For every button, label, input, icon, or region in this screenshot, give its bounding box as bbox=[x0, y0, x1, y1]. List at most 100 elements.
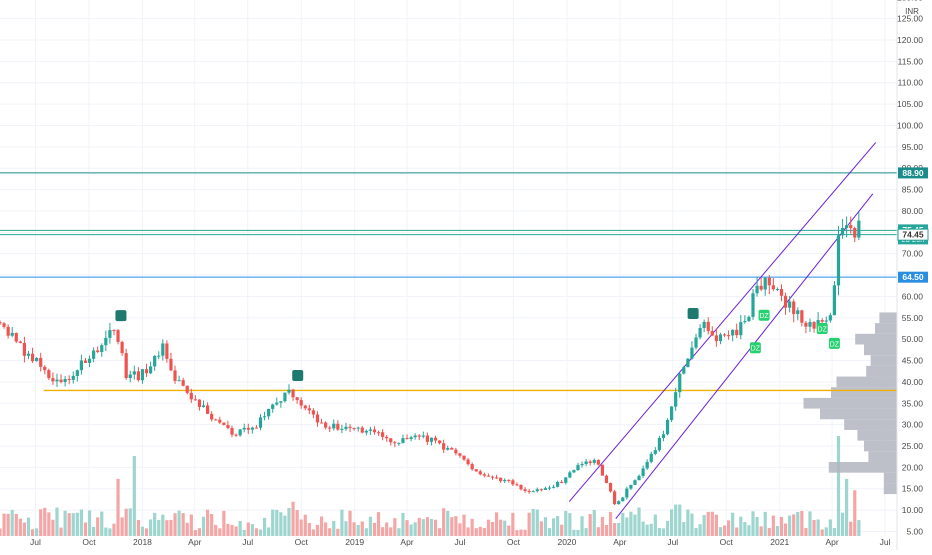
candle-body bbox=[486, 475, 491, 477]
candle-body bbox=[637, 475, 641, 481]
candle-body bbox=[617, 501, 621, 505]
volume-bar bbox=[368, 516, 372, 536]
price-tick-label: 20.00 bbox=[902, 462, 924, 472]
volume-bar bbox=[116, 478, 120, 536]
candle-body bbox=[792, 301, 796, 315]
volume-bar bbox=[254, 528, 259, 536]
candle-body bbox=[645, 461, 649, 469]
candle-body bbox=[735, 329, 739, 336]
candle-body bbox=[653, 450, 657, 454]
volume-bar bbox=[169, 519, 173, 536]
volume-bar bbox=[197, 528, 202, 536]
candle-body bbox=[181, 380, 185, 386]
candle-body bbox=[499, 477, 503, 482]
candle-body bbox=[14, 332, 18, 342]
volume-bar bbox=[0, 528, 2, 536]
volume-bar bbox=[124, 508, 128, 536]
volume-bar bbox=[157, 519, 161, 536]
candle-body bbox=[531, 491, 535, 493]
volume-bar bbox=[507, 525, 511, 536]
candle-body bbox=[845, 225, 849, 229]
volume-bar bbox=[608, 511, 613, 536]
volume-bar bbox=[205, 509, 210, 536]
horizontal-lines[interactable] bbox=[0, 172, 897, 392]
volume-bar bbox=[234, 526, 238, 536]
volume-bar bbox=[214, 524, 218, 536]
candle-body bbox=[267, 408, 271, 417]
volume-bar bbox=[132, 456, 136, 536]
volume-bar bbox=[360, 521, 364, 536]
volume-bar bbox=[849, 521, 853, 536]
price-tick-label: 40.00 bbox=[902, 377, 924, 387]
volume-profile-bar bbox=[844, 419, 897, 430]
candle-body bbox=[328, 427, 332, 429]
volume-profile-bar bbox=[836, 376, 897, 388]
candle-body bbox=[71, 375, 75, 380]
candle-body bbox=[140, 369, 145, 381]
volume-bar bbox=[238, 520, 242, 536]
candle-body bbox=[718, 334, 723, 342]
volume-bar bbox=[523, 529, 527, 536]
volume-bar bbox=[519, 529, 523, 536]
volume-bar bbox=[539, 521, 543, 536]
candle-body bbox=[372, 429, 377, 433]
candle-body bbox=[788, 301, 792, 308]
volume-bar bbox=[39, 509, 43, 536]
price-tick-label: 10.00 bbox=[902, 505, 924, 515]
volume-bar bbox=[678, 504, 682, 536]
candle-body bbox=[336, 423, 340, 430]
volume-bar bbox=[401, 512, 405, 536]
candle-body bbox=[397, 442, 401, 444]
candle-body bbox=[714, 335, 718, 342]
volume-bar bbox=[63, 510, 67, 536]
time-tick-label: Apr bbox=[613, 537, 626, 547]
volume-bar bbox=[356, 524, 360, 536]
candle-body bbox=[319, 422, 324, 424]
candle-body bbox=[731, 329, 735, 336]
volume-bar bbox=[604, 524, 609, 536]
price-channel[interactable] bbox=[568, 142, 877, 519]
candle-body bbox=[417, 435, 421, 437]
volume-bar bbox=[442, 508, 446, 536]
demand-zone-marker bbox=[749, 342, 761, 354]
volume-bar bbox=[568, 513, 572, 536]
support-badge bbox=[898, 271, 928, 283]
candle-body bbox=[507, 479, 511, 481]
demand-zone-label: DZ bbox=[759, 313, 769, 320]
candle-body bbox=[600, 464, 605, 476]
volume-bar bbox=[832, 528, 837, 536]
volume-bar bbox=[828, 519, 832, 536]
volume-profile-bar bbox=[870, 355, 897, 366]
volume-bar bbox=[279, 512, 283, 536]
price-tick-label: 85.00 bbox=[902, 185, 924, 195]
candle-body bbox=[429, 437, 434, 442]
volume-profile-bar bbox=[831, 387, 897, 398]
candle-body bbox=[169, 358, 173, 371]
volume-bar bbox=[625, 517, 629, 536]
candle-body bbox=[824, 320, 828, 322]
demand-zone-label: DZ bbox=[830, 341, 840, 348]
volume-bar bbox=[108, 528, 112, 536]
volume-bar bbox=[783, 523, 788, 536]
candle-body bbox=[6, 326, 10, 336]
demand-zone-label: DZ bbox=[751, 346, 761, 353]
volume-bar bbox=[470, 518, 474, 536]
volume-bar bbox=[698, 524, 702, 536]
candle-body bbox=[775, 289, 780, 291]
candle-body bbox=[35, 357, 39, 362]
volume-bar bbox=[702, 515, 706, 536]
volume-bar bbox=[576, 529, 580, 536]
volume-bar bbox=[551, 518, 556, 536]
volume-bar bbox=[144, 528, 149, 536]
candle-body bbox=[360, 427, 364, 433]
volume-bar bbox=[735, 527, 739, 536]
volume-bar bbox=[694, 527, 698, 536]
volume-bar bbox=[596, 527, 600, 536]
time-axis[interactable]: Jul Oct 2018 Apr Jul Oct 2019 Apr Jul Oct 2020 Apr J… bbox=[30, 537, 891, 547]
candle-body bbox=[234, 434, 238, 436]
volume-bar bbox=[364, 528, 368, 536]
price-tick-label: 15.00 bbox=[902, 484, 924, 494]
volume-bar bbox=[71, 513, 75, 536]
